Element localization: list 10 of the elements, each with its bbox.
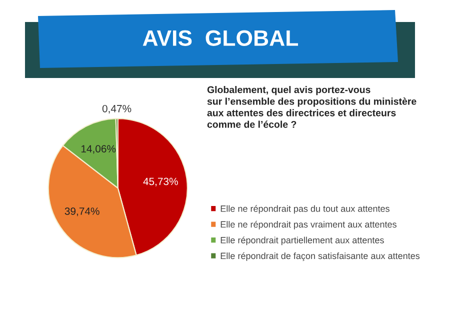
chart-subtitle: Globalement, quel avis portez-vous sur l’ensemble des propositions du ministère aux attentes des directrices et directeurs comme de l’école ?: [207, 86, 416, 128]
chart-title: AVIS GLOBAL: [142, 30, 298, 46]
legend-label: Elle ne répondrait pas du tout aux attentes: [220, 205, 390, 214]
legend-label: Elle répondrait partiellement aux attentes: [220, 236, 384, 246]
legend-label: Elle ne répondrait pas vraiment aux attentes: [220, 220, 396, 230]
legend-label: Elle répondrait de façon satisfaisante aux attentes: [220, 252, 420, 261]
data-label: 14,06%: [81, 145, 116, 154]
data-label: 39,74%: [64, 208, 100, 216]
data-label: 45,73%: [143, 178, 178, 186]
data-label: 0,47%: [102, 104, 132, 114]
